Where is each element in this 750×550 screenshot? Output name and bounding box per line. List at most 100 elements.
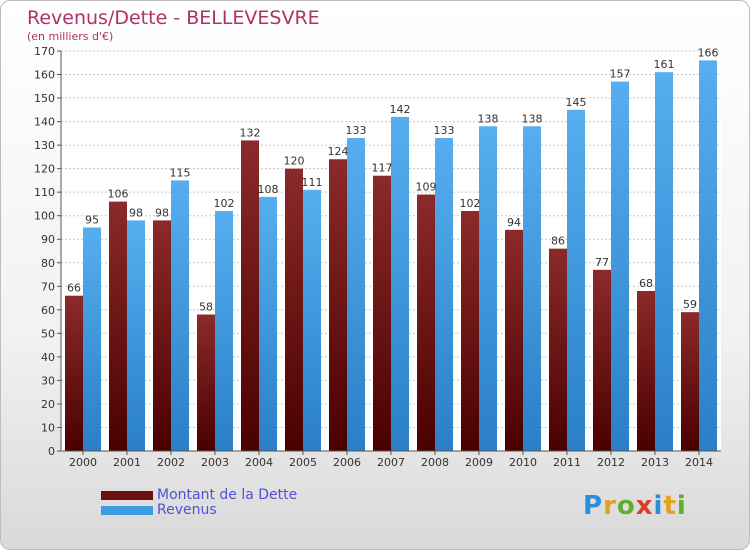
y-tick-label: 160 bbox=[34, 69, 55, 82]
logo-letter: P bbox=[583, 491, 604, 521]
logo-letter: i bbox=[676, 491, 687, 521]
y-tick-label: 70 bbox=[41, 280, 55, 293]
bar-revenus bbox=[391, 116, 409, 451]
x-tick-label: 2008 bbox=[421, 456, 449, 469]
y-tick-label: 110 bbox=[34, 186, 55, 199]
bar-revenus bbox=[611, 81, 629, 452]
data-label-revenus: 142 bbox=[390, 103, 411, 116]
bar-revenus bbox=[479, 126, 497, 451]
legend-swatch-dette bbox=[101, 490, 153, 500]
x-tick-label: 2001 bbox=[113, 456, 141, 469]
y-tick-label: 10 bbox=[41, 421, 55, 434]
x-tick-label: 2012 bbox=[597, 456, 625, 469]
bar-revenus bbox=[655, 72, 673, 452]
data-label-dette: 59 bbox=[683, 298, 697, 311]
legend-label-dette: Montant de la Dette bbox=[157, 487, 298, 503]
data-label-revenus: 95 bbox=[85, 213, 99, 226]
bar-revenus bbox=[171, 180, 189, 452]
bar-dette bbox=[65, 295, 83, 451]
data-label-dette: 94 bbox=[507, 216, 521, 229]
bar-dette bbox=[197, 314, 215, 451]
data-label-revenus: 138 bbox=[522, 112, 543, 125]
x-tick-label: 2005 bbox=[289, 456, 317, 469]
data-label-dette: 68 bbox=[639, 277, 653, 290]
data-label-dette: 86 bbox=[551, 235, 565, 248]
bar-revenus bbox=[83, 227, 101, 451]
data-label-revenus: 133 bbox=[434, 124, 455, 137]
bar-dette bbox=[505, 229, 523, 451]
bar-dette bbox=[549, 248, 567, 451]
bar-dette bbox=[153, 220, 171, 451]
y-tick-label: 40 bbox=[41, 351, 55, 364]
x-tick-label: 2009 bbox=[465, 456, 493, 469]
bar-revenus bbox=[435, 138, 453, 451]
legend-item-dette: Montant de la Dette bbox=[101, 487, 297, 503]
y-tick-label: 30 bbox=[41, 374, 55, 387]
data-label-dette: 124 bbox=[328, 145, 349, 158]
y-tick-label: 0 bbox=[48, 445, 55, 458]
data-label-revenus: 133 bbox=[346, 124, 367, 137]
y-tick-label: 90 bbox=[41, 233, 55, 246]
data-label-dette: 98 bbox=[155, 206, 169, 219]
chart-subtitle: (en milliers d'€) bbox=[27, 30, 114, 43]
bar-revenus bbox=[127, 220, 145, 451]
x-tick-label: 2003 bbox=[201, 456, 229, 469]
data-label-revenus: 108 bbox=[258, 183, 279, 196]
bar-dette bbox=[417, 194, 435, 451]
y-tick-label: 120 bbox=[34, 163, 55, 176]
bar-dette bbox=[109, 201, 127, 451]
legend-item-revenus: Revenus bbox=[101, 502, 217, 518]
bar-revenus bbox=[523, 126, 541, 451]
bar-revenus bbox=[699, 60, 717, 451]
data-label-dette: 106 bbox=[108, 188, 129, 201]
data-label-revenus: 102 bbox=[214, 197, 235, 210]
data-label-dette: 109 bbox=[416, 181, 437, 194]
logo-letter: x bbox=[635, 491, 654, 521]
logo-letter: t bbox=[663, 491, 677, 521]
x-tick-label: 2007 bbox=[377, 456, 405, 469]
y-tick-label: 50 bbox=[41, 327, 55, 340]
y-tick-label: 100 bbox=[34, 210, 55, 223]
data-label-revenus: 138 bbox=[478, 112, 499, 125]
data-label-dette: 132 bbox=[240, 126, 261, 139]
bar-dette bbox=[461, 211, 479, 451]
bar-revenus bbox=[303, 189, 321, 451]
data-label-revenus: 145 bbox=[566, 96, 587, 109]
data-label-revenus: 157 bbox=[610, 68, 631, 81]
x-tick-label: 2002 bbox=[157, 456, 185, 469]
bar-revenus bbox=[567, 109, 585, 451]
y-tick-label: 170 bbox=[34, 45, 55, 58]
data-label-revenus: 111 bbox=[302, 176, 323, 189]
data-label-revenus: 98 bbox=[129, 206, 143, 219]
data-label-dette: 120 bbox=[284, 155, 305, 168]
y-tick-label: 80 bbox=[41, 257, 55, 270]
legend-swatch-revenus bbox=[101, 505, 153, 515]
data-label-revenus: 161 bbox=[654, 58, 675, 71]
bar-dette bbox=[593, 269, 611, 451]
data-label-revenus: 115 bbox=[170, 166, 191, 179]
x-tick-label: 2004 bbox=[245, 456, 273, 469]
bar-revenus bbox=[347, 138, 365, 451]
x-tick-label: 2011 bbox=[553, 456, 581, 469]
y-tick-label: 20 bbox=[41, 398, 55, 411]
bar-dette bbox=[241, 140, 259, 452]
bar-dette bbox=[681, 312, 699, 451]
data-label-dette: 58 bbox=[199, 301, 213, 314]
legend-label-revenus: Revenus bbox=[157, 502, 217, 518]
chart-title: Revenus/Dette - BELLEVESVRE bbox=[27, 7, 320, 29]
data-label-revenus: 166 bbox=[698, 46, 719, 59]
logo-letter: r bbox=[603, 491, 617, 521]
bar-revenus bbox=[259, 196, 277, 451]
y-tick-label: 140 bbox=[34, 116, 55, 129]
data-label-dette: 77 bbox=[595, 256, 609, 269]
x-tick-label: 2013 bbox=[641, 456, 669, 469]
logo-letter: o bbox=[616, 491, 636, 521]
x-tick-label: 2010 bbox=[509, 456, 537, 469]
y-tick-label: 60 bbox=[41, 304, 55, 317]
bar-dette bbox=[285, 168, 303, 451]
proxiti-logo: Proxiti bbox=[583, 491, 687, 521]
bar-dette bbox=[373, 175, 391, 452]
x-tick-label: 2000 bbox=[69, 456, 97, 469]
data-label-dette: 66 bbox=[67, 282, 81, 295]
